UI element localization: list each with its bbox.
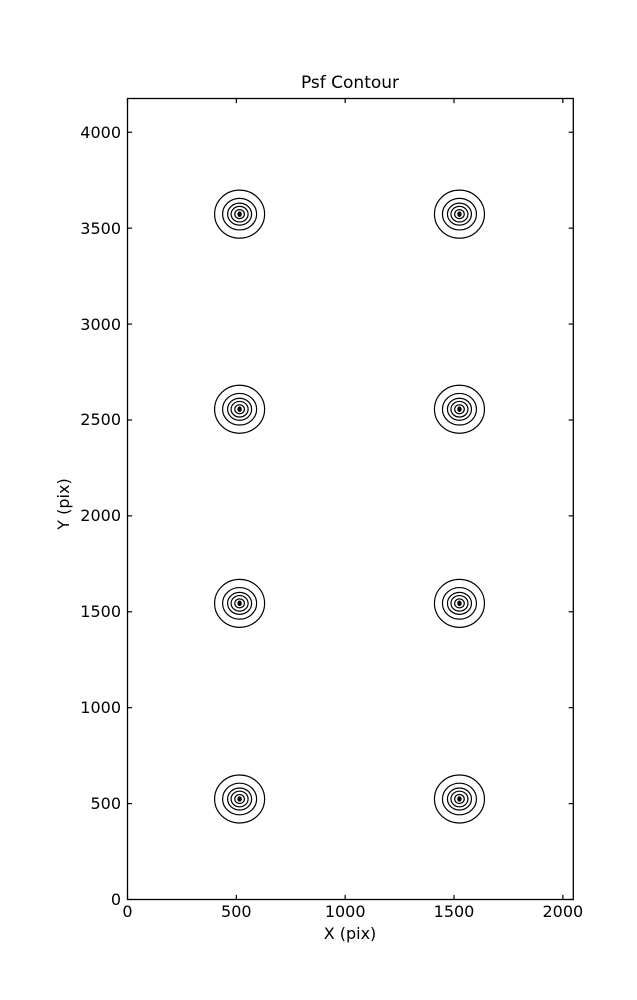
psf-contour-blob <box>214 189 266 239</box>
axes-frame <box>126 97 574 901</box>
psf-contour-blob <box>433 189 486 239</box>
psf-contour-blob <box>214 384 266 434</box>
x-tick-label: 2000 <box>542 902 584 921</box>
y-tick-label: 0 <box>110 890 121 909</box>
psf-contour-blob <box>433 578 486 628</box>
y-tick-label: 2000 <box>80 506 121 526</box>
x-tick-label: 500 <box>221 902 252 921</box>
x-tick-label: 1000 <box>324 902 366 921</box>
y-tick-label: 1000 <box>80 698 121 718</box>
x-axis-label: X (pix) <box>323 924 377 943</box>
psf-contour-blob <box>433 774 486 824</box>
y-tick-label: 3000 <box>80 314 121 334</box>
chart-title: Psf Contour <box>300 73 400 93</box>
y-tick-label: 500 <box>90 794 121 814</box>
x-tick-label: 1500 <box>433 902 475 921</box>
y-tick-label: 1500 <box>80 602 121 622</box>
psf-contour-blob <box>433 384 486 434</box>
y-axis-label-text: Y (pix) <box>54 478 73 530</box>
y-tick-label: 4000 <box>80 122 121 142</box>
psf-contour-blob <box>214 774 266 824</box>
x-tick-label: 0 <box>122 902 133 921</box>
y-tick-label: 2500 <box>80 410 121 430</box>
contour-lines <box>214 189 486 824</box>
psf-contour-blob <box>214 578 266 628</box>
y-tick-label: 3500 <box>80 218 121 238</box>
